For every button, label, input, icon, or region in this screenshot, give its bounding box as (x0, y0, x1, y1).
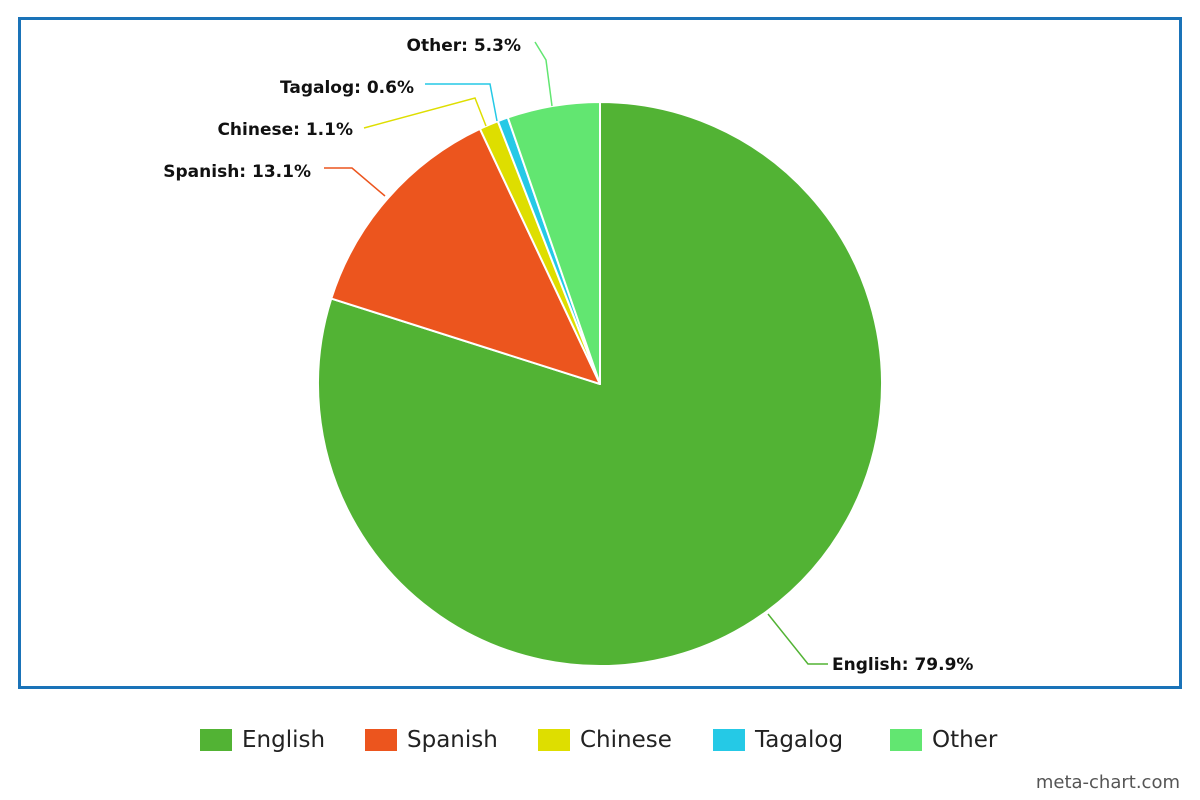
legend-item-spanish[interactable]: Spanish (365, 723, 498, 757)
legend-item-tagalog[interactable]: Tagalog (713, 723, 843, 757)
legend-item-english[interactable]: English (200, 723, 325, 757)
slice-label-english: English: 79.9% (832, 655, 973, 675)
legend-label-english: English (242, 727, 326, 753)
slice-label-chinese: Chinese: 1.1% (217, 120, 353, 140)
legend-item-other[interactable]: Other (890, 723, 997, 757)
slice-label-tagalog: Tagalog: 0.6% (280, 78, 414, 98)
slice-labels: English: 79.9% Spanish: 13.1% Chinese: 1.1… (163, 36, 973, 675)
legend-swatch-tagalog (713, 729, 745, 751)
legend-swatch-chinese (538, 729, 570, 751)
label-leader-lines (324, 41, 828, 665)
pie-slice-spanish[interactable] (330, 127, 601, 385)
legend-label-chinese: Chinese (580, 727, 672, 753)
legend-label-tagalog: Tagalog (755, 727, 844, 753)
leader-line-chinese (363, 97, 487, 129)
leader-line-spanish (324, 167, 386, 197)
slice-label-other: Other: 5.3% (407, 36, 521, 56)
legend: English Spanish Chinese Tagalog Other (0, 723, 1200, 757)
legend-item-chinese[interactable]: Chinese (538, 723, 672, 757)
slice-label-spanish: Spanish: 13.1% (163, 162, 311, 182)
legend-swatch-spanish (365, 729, 397, 751)
pie-slice-other[interactable] (506, 101, 601, 385)
leader-line-english (767, 613, 828, 665)
leader-line-tagalog (425, 83, 498, 122)
legend-label-spanish: Spanish (407, 727, 498, 753)
leader-line-other (534, 41, 553, 107)
legend-swatch-other (890, 729, 922, 751)
legend-label-other: Other (932, 727, 998, 753)
legend-swatch-english (200, 729, 232, 751)
pie-slices (317, 101, 883, 667)
chart-frame (18, 17, 1182, 689)
watermark: meta-chart.com (1035, 772, 1180, 793)
